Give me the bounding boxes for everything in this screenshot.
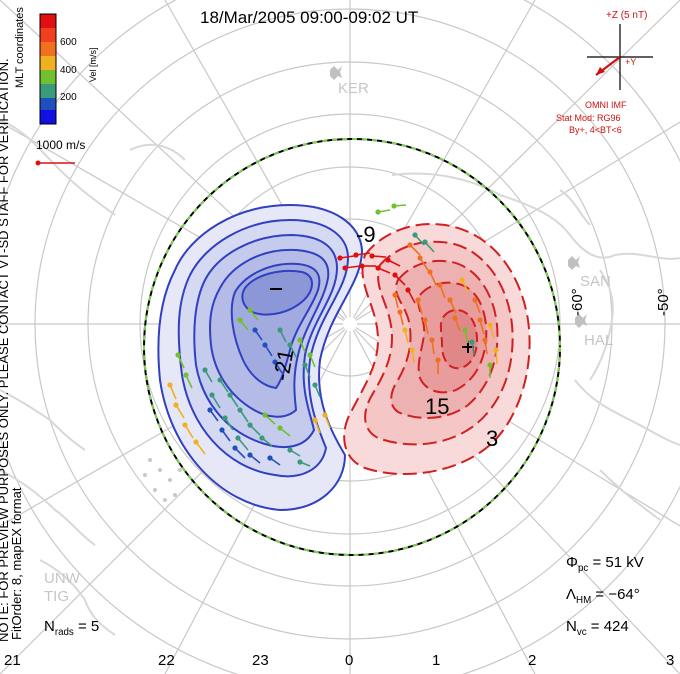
velocity-vectors <box>167 203 499 467</box>
mlt-tick-label: 2 <box>528 652 537 669</box>
station-label: UNW <box>44 570 80 587</box>
n-rads-stat: Nrads = 5 <box>44 618 100 638</box>
station-label: KER <box>338 80 369 97</box>
n-rads-value: 5 <box>90 618 100 635</box>
imf-bin-label: By+, 4<BT<6 <box>569 125 622 135</box>
imf-y-label: +Y <box>625 57 637 67</box>
contour-label: -9 <box>356 222 376 247</box>
latitude-tick-label: -50° <box>655 288 672 316</box>
contour-label: -21 <box>268 347 299 383</box>
stat-model-label: Stat Mod: RG96 <box>556 113 621 123</box>
station-label: SAN <box>580 273 611 290</box>
colorbar-tick: 600 <box>60 37 77 48</box>
imf-dial <box>587 24 653 90</box>
reference-vector <box>35 160 75 166</box>
pole-marker <box>343 317 357 331</box>
mlt-tick-label: 23 <box>252 652 269 669</box>
phi-pc-stat: Φpc = 51 kV <box>566 554 644 574</box>
station-label: TIG <box>44 588 69 605</box>
mlt-tick-label: 22 <box>158 652 175 669</box>
negative-cell <box>157 203 364 512</box>
fit-order-label: FitOrder: 8, mapEX format <box>9 487 24 640</box>
contour-label: 15 <box>425 394 450 419</box>
mlt-tick-label: 21 <box>4 652 21 669</box>
islands <box>143 458 182 502</box>
station-markers <box>330 66 587 328</box>
phi-pc-value: 51 kV <box>605 554 644 571</box>
colorbar-title: Vel [m/s] <box>88 47 98 82</box>
lambda-hm-stat: ΛHM = −64° <box>566 586 640 606</box>
mlt-tick-label: 3 <box>666 652 675 669</box>
lambda-hm-value: −64° <box>608 586 640 603</box>
map-title: 18/Mar/2005 09:00-09:02 UT <box>200 8 419 27</box>
mlt-tick-label: 1 <box>432 652 441 669</box>
imf-source-label: OMNI IMF <box>585 100 627 110</box>
imf-z-label: +Z (5 nT) <box>606 10 648 21</box>
latitude-tick-label: -60° <box>569 288 586 316</box>
coastlines <box>0 119 680 636</box>
velocity-colorbar <box>39 13 57 125</box>
coordinate-system-label: MLT coordinates <box>14 7 26 88</box>
hm-boundary-dash <box>143 138 561 556</box>
n-vc-stat: Nvc = 424 <box>566 618 629 638</box>
mlt-tick-label: 0 <box>345 652 354 669</box>
n-vc-value: 424 <box>603 618 629 635</box>
contour-label: 3 <box>486 426 499 451</box>
colorbar-tick: 200 <box>60 92 77 103</box>
station-label: HAL <box>584 332 614 349</box>
reference-vector-label: 1000 m/s <box>36 138 86 152</box>
positive-cell <box>343 223 531 476</box>
colorbar-tick: 400 <box>60 65 77 76</box>
